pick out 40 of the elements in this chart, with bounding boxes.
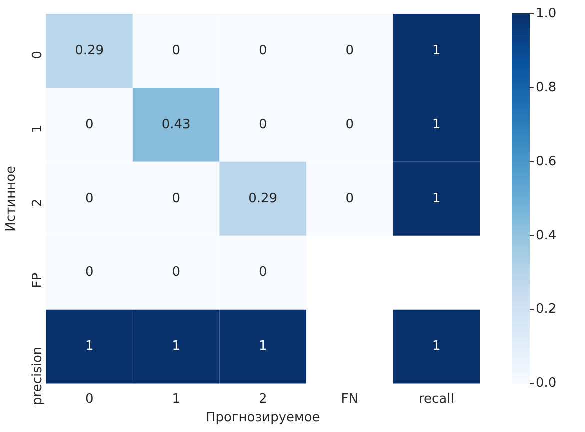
y-tick-label: precision [30, 346, 46, 406]
color-bar-label: 1.0 [536, 6, 557, 22]
data-label: 0 [85, 191, 94, 206]
y-tick-label: FP [30, 272, 46, 288]
data-label: 1 [432, 43, 441, 58]
data-label: 1 [172, 339, 180, 354]
data-label: 0 [85, 265, 94, 280]
x-tick-label: FN [341, 392, 358, 407]
color-bar-label: 0.2 [536, 302, 557, 318]
y-axis-title: Истинное [4, 166, 20, 232]
data-label: 0 [258, 265, 268, 280]
x-tick-label: recall [418, 392, 454, 407]
y-tick-label: 1 [30, 124, 46, 134]
x-tick-label: 1 [172, 392, 180, 407]
data-label: 0 [258, 117, 268, 132]
x-tick-label: 0 [85, 392, 94, 407]
color-bar-label: 0.4 [536, 228, 557, 244]
data-label: 0 [85, 117, 94, 132]
data-label: 0.29 [248, 191, 278, 206]
data-label: 0 [172, 265, 180, 280]
data-label: 0 [172, 191, 180, 206]
x-tick-label: 2 [258, 392, 268, 407]
data-label: 0.43 [162, 117, 191, 132]
y-tick-label: 0 [30, 50, 46, 60]
data-label: 0 [258, 43, 268, 58]
data-label: 1 [432, 191, 441, 206]
data-label: 1 [85, 339, 94, 354]
data-label: 0 [346, 43, 354, 58]
data-label: 1 [432, 117, 441, 132]
data-label: 0 [346, 117, 354, 132]
x-axis-title: Прогнозируемое [206, 410, 320, 426]
color-bar-label: 0.6 [536, 154, 557, 170]
y-tick-label: 2 [30, 198, 46, 208]
color-bar-label: 0.8 [536, 80, 557, 96]
data-label: 1 [432, 339, 441, 354]
data-label: 0 [346, 191, 354, 206]
data-label: 0 [172, 43, 180, 58]
data-label: 1 [258, 339, 268, 354]
color-bar-label: 0.0 [536, 376, 557, 392]
data-label: 0.29 [75, 43, 104, 58]
